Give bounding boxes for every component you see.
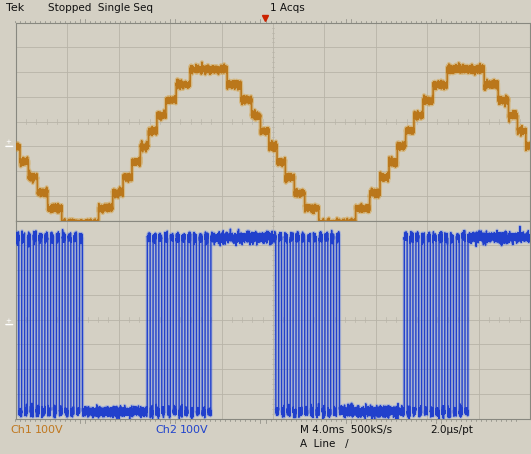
Text: Ch2: Ch2 [155, 425, 177, 435]
Text: +: + [6, 318, 12, 324]
Text: 1 Acqs: 1 Acqs [270, 3, 305, 13]
Text: Stopped  Single Seq: Stopped Single Seq [48, 3, 153, 13]
Text: M 4.0ms  500kS/s: M 4.0ms 500kS/s [300, 425, 392, 435]
Text: 100V: 100V [180, 425, 209, 435]
Text: A  Line   /: A Line / [300, 439, 349, 449]
Text: Tek: Tek [6, 3, 24, 13]
Text: 100V: 100V [35, 425, 64, 435]
Text: +: + [6, 139, 12, 145]
Text: 2.0µs/pt: 2.0µs/pt [430, 425, 473, 435]
Text: Ch1: Ch1 [10, 425, 32, 435]
